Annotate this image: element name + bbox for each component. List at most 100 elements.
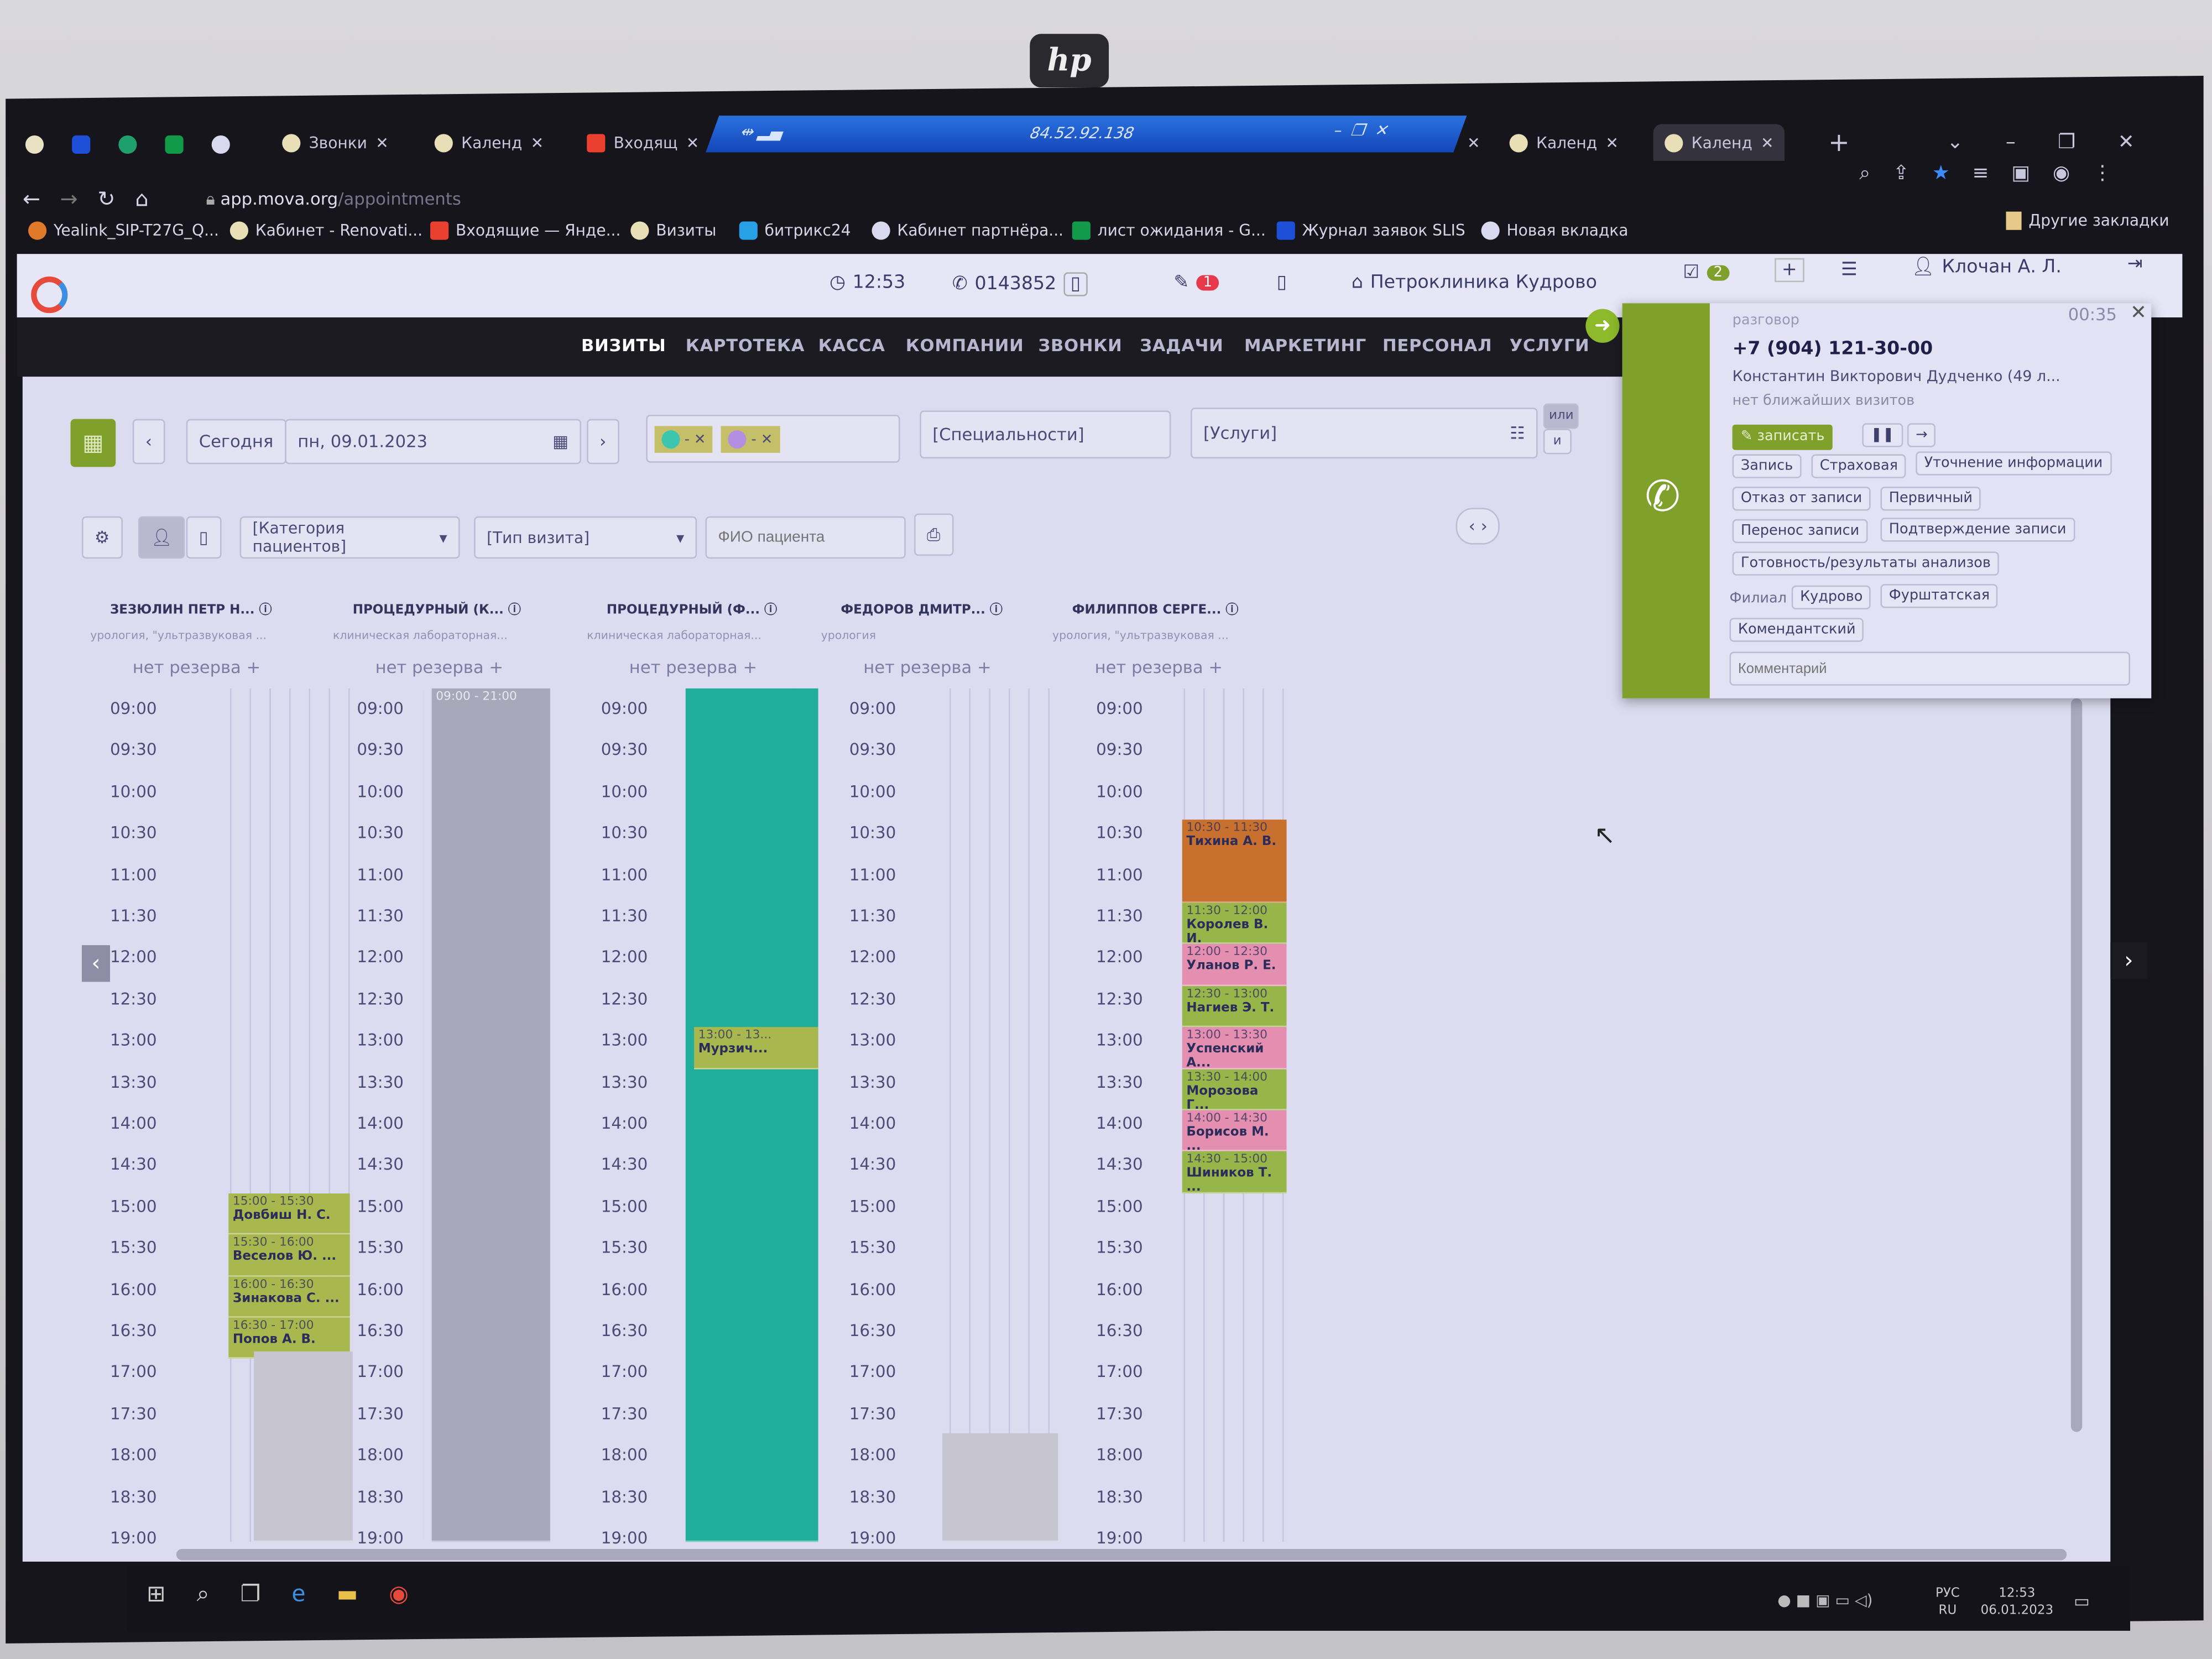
info-icon[interactable]: ⓘ xyxy=(985,603,1003,618)
time-grid[interactable] xyxy=(931,688,1056,1542)
arrow-right-icon[interactable]: ➜ xyxy=(1585,309,1620,343)
star-icon[interactable]: ★ xyxy=(1932,162,1950,185)
bookmark[interactable]: Кабинет партнёра... xyxy=(872,221,1063,240)
window-controls[interactable]: – ❐ ✕ xyxy=(1331,121,1392,140)
close-icon[interactable]: ✕ xyxy=(1761,133,1774,152)
no-reserve-button[interactable]: нет резерва + xyxy=(375,658,503,677)
call-tag-chip[interactable]: Отказ от записи xyxy=(1732,487,1871,511)
bookmark-icon[interactable]: ▯ xyxy=(1276,272,1287,294)
call-tag-chip[interactable]: Запись xyxy=(1732,454,1802,478)
appointment[interactable]: 13:30 - 14:00 Морозова Г... xyxy=(1182,1068,1287,1110)
expand-columns-button[interactable]: ‹ › xyxy=(1455,508,1500,545)
pinned-tab-icon[interactable] xyxy=(211,135,230,154)
plus-icon[interactable]: + xyxy=(1203,657,1223,677)
appointment[interactable]: 14:30 - 15:00 Шиников Т. ... xyxy=(1182,1151,1287,1193)
other-bookmarks[interactable]: Другие закладки xyxy=(2006,211,2169,230)
windows-start-icon[interactable]: ⊞ xyxy=(147,1580,166,1607)
bookmark[interactable]: лист ожидания - G... xyxy=(1072,221,1266,240)
new-tab-button[interactable]: + xyxy=(1828,127,1850,158)
remote-desktop-bar[interactable]: ⇹ ▂▄ 84.52.92.138 – ❐ ✕ xyxy=(706,116,1467,153)
close-icon[interactable]: ✕ xyxy=(2117,131,2135,154)
close-icon[interactable]: ✕ xyxy=(2130,301,2147,325)
taskbar-clock[interactable]: 12:53 06.01.2023 xyxy=(1981,1585,2053,1619)
notifications[interactable]: ✎ 1 xyxy=(1173,272,1219,294)
horizontal-scrollbar[interactable] xyxy=(176,1548,2067,1561)
reload-icon[interactable]: ↻ xyxy=(97,186,116,212)
bookmark[interactable]: Входящие — Янде... xyxy=(430,221,620,240)
nav-item[interactable]: ЗАДАЧИ xyxy=(1140,336,1224,356)
column-header[interactable]: ЗЕЗЮЛИН ПЕТР Н... ⓘ xyxy=(110,599,272,618)
call-tag-chip[interactable]: Подтверждение записи xyxy=(1880,518,2075,542)
appointment[interactable]: 16:00 - 16:30 Зинакова С. ... xyxy=(228,1276,350,1318)
nav-item[interactable]: ПЕРСОНАЛ xyxy=(1382,336,1493,356)
bookmark[interactable]: Кабинет - Renovati... xyxy=(229,221,422,240)
info-icon[interactable]: ⓘ xyxy=(1221,603,1239,618)
transfer-button[interactable]: → xyxy=(1907,423,1936,447)
print-button[interactable]: ⎙ xyxy=(914,513,953,556)
column-header[interactable]: ФИЛИППОВ СЕРГЕ... ⓘ xyxy=(1072,599,1239,618)
services-select[interactable]: [Услуги] ☷ xyxy=(1191,408,1538,459)
color-chip-purple[interactable]: - ✕ xyxy=(721,425,780,452)
next-day-button[interactable]: › xyxy=(587,419,619,465)
plus-icon[interactable]: + xyxy=(241,657,261,677)
patient-category-select[interactable]: [Категория пациентов] ▾ xyxy=(239,516,460,559)
nav-item[interactable]: УСЛУГИ xyxy=(1509,336,1590,356)
close-icon[interactable]: ✕ xyxy=(1605,133,1619,152)
language-indicator[interactable]: РУС RU xyxy=(1936,1585,1960,1619)
close-icon[interactable]: ✕ xyxy=(686,133,700,152)
plus-icon[interactable]: + xyxy=(483,657,503,677)
minimize-icon[interactable]: – xyxy=(2005,131,2016,154)
tab-active[interactable]: Календ ✕ xyxy=(1653,124,1785,161)
bookmark[interactable]: Yealink_SIP-T27G_Q... xyxy=(28,221,219,240)
nav-item[interactable]: КОМПАНИИ xyxy=(905,336,1024,356)
appointment[interactable]: 14:00 - 14:30 Борисов М. ... xyxy=(1182,1110,1287,1152)
clinic-selector[interactable]: ⌂ Петроклиника Кудрово xyxy=(1352,272,1597,293)
pinned-tab-icon[interactable] xyxy=(118,135,137,154)
scroll-right-button[interactable]: › xyxy=(2110,942,2147,979)
column-header[interactable]: ПРОЦЕДУРНЫЙ (К... ⓘ xyxy=(353,599,521,618)
search-icon[interactable]: ⌕ xyxy=(196,1580,210,1607)
add-button[interactable]: + xyxy=(1775,258,1804,283)
logout-icon[interactable]: ⇥ xyxy=(2127,254,2143,275)
pinned-tab-icon[interactable] xyxy=(25,135,44,154)
pause-button[interactable]: ❚❚ xyxy=(1862,423,1903,447)
call-tag-chip[interactable]: Страховая xyxy=(1811,454,1907,478)
back-icon[interactable]: ← xyxy=(22,186,40,212)
plus-icon[interactable]: + xyxy=(972,657,992,677)
bookmark[interactable]: Новая вкладка xyxy=(1481,221,1628,240)
close-icon[interactable]: ✕ xyxy=(375,133,389,152)
explorer-icon[interactable]: ▬ xyxy=(336,1580,358,1607)
today-button[interactable]: Сегодня xyxy=(186,419,286,465)
chrome-icon[interactable]: ◉ xyxy=(389,1580,409,1607)
address-bar[interactable]: 🔒︎ app.mova.org/appointments xyxy=(206,189,461,210)
branch-chip[interactable]: Комендантский xyxy=(1729,618,1864,642)
close-icon[interactable]: ✕ xyxy=(530,133,544,152)
appointment[interactable]: 13:00 - 13... Мурзич... xyxy=(694,1027,818,1069)
task-view-icon[interactable]: ❐ xyxy=(240,1580,261,1607)
nav-item[interactable]: ВИЗИТЫ xyxy=(581,336,666,356)
nav-item[interactable]: КАРТОТЕКА xyxy=(685,336,805,356)
appointment[interactable]: 13:00 - 13:30 Успенский А... xyxy=(1182,1027,1287,1069)
branch-chip[interactable]: Кудрово xyxy=(1791,585,1871,610)
tab[interactable]: Календ ✕ xyxy=(434,124,544,160)
share-icon[interactable]: ⇪ xyxy=(1893,162,1910,185)
nav-item[interactable]: МАРКЕТИНГ xyxy=(1244,336,1367,356)
bookmark[interactable]: битрикс24 xyxy=(739,221,851,240)
tab[interactable]: Входящ ✕ xyxy=(587,124,699,160)
appointment[interactable]: 10:30 - 11:30 Тихина А. В. xyxy=(1182,820,1287,903)
tasks[interactable]: ☑ 2 xyxy=(1683,262,1730,284)
person-view-button[interactable]: 👤︎ xyxy=(138,516,185,559)
tab[interactable]: Звонки ✕ xyxy=(282,124,389,160)
and-toggle[interactable]: и xyxy=(1543,429,1572,455)
date-field[interactable]: пн, 09.01.2023 ▦ xyxy=(285,419,582,465)
appointment[interactable]: 15:00 - 15:30 Довбиш Н. С. xyxy=(228,1193,350,1235)
specialties-select[interactable]: [Специальности] xyxy=(920,410,1171,459)
zoom-icon[interactable]: ⌕ xyxy=(1859,162,1871,185)
calendar-view-button[interactable]: ▦ xyxy=(70,419,116,467)
call-tag-chip[interactable]: Готовность/результаты анализов xyxy=(1732,551,2000,576)
appointment[interactable]: 12:00 - 12:30 Уланов Р. Е. xyxy=(1182,944,1287,986)
settings-button[interactable]: ⚙ xyxy=(81,516,123,559)
user-menu[interactable]: 👤︎ Клочан А. Л. xyxy=(1912,257,2062,278)
vertical-scrollbar[interactable] xyxy=(2070,698,2083,1432)
or-toggle[interactable]: или xyxy=(1543,403,1579,429)
